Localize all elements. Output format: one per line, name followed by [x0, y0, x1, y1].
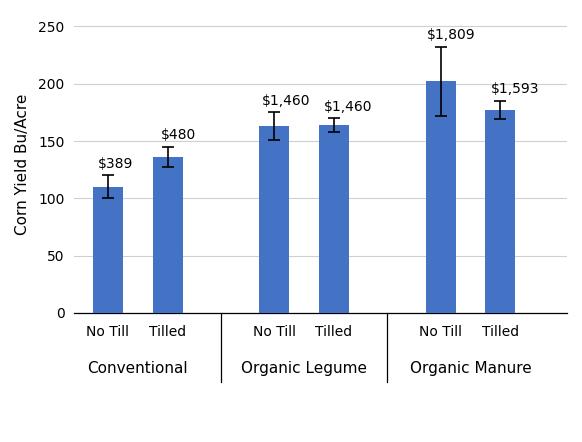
Text: $1,460: $1,460	[262, 94, 311, 108]
Bar	[319, 125, 349, 313]
Text: $480: $480	[161, 128, 196, 142]
Text: Organic Legume: Organic Legume	[241, 361, 367, 376]
Text: Organic Manure: Organic Manure	[410, 361, 531, 376]
Text: $389: $389	[98, 157, 133, 171]
Y-axis label: Corn Yield Bu/Acre: Corn Yield Bu/Acre	[15, 93, 30, 235]
Text: $1,593: $1,593	[491, 82, 539, 96]
Text: $1,809: $1,809	[427, 28, 476, 42]
Text: $1,460: $1,460	[324, 99, 372, 114]
Bar	[425, 81, 456, 313]
Bar	[152, 157, 183, 313]
Bar	[259, 126, 289, 313]
Bar	[485, 110, 516, 313]
Text: Conventional: Conventional	[87, 361, 188, 376]
Bar	[93, 187, 123, 313]
